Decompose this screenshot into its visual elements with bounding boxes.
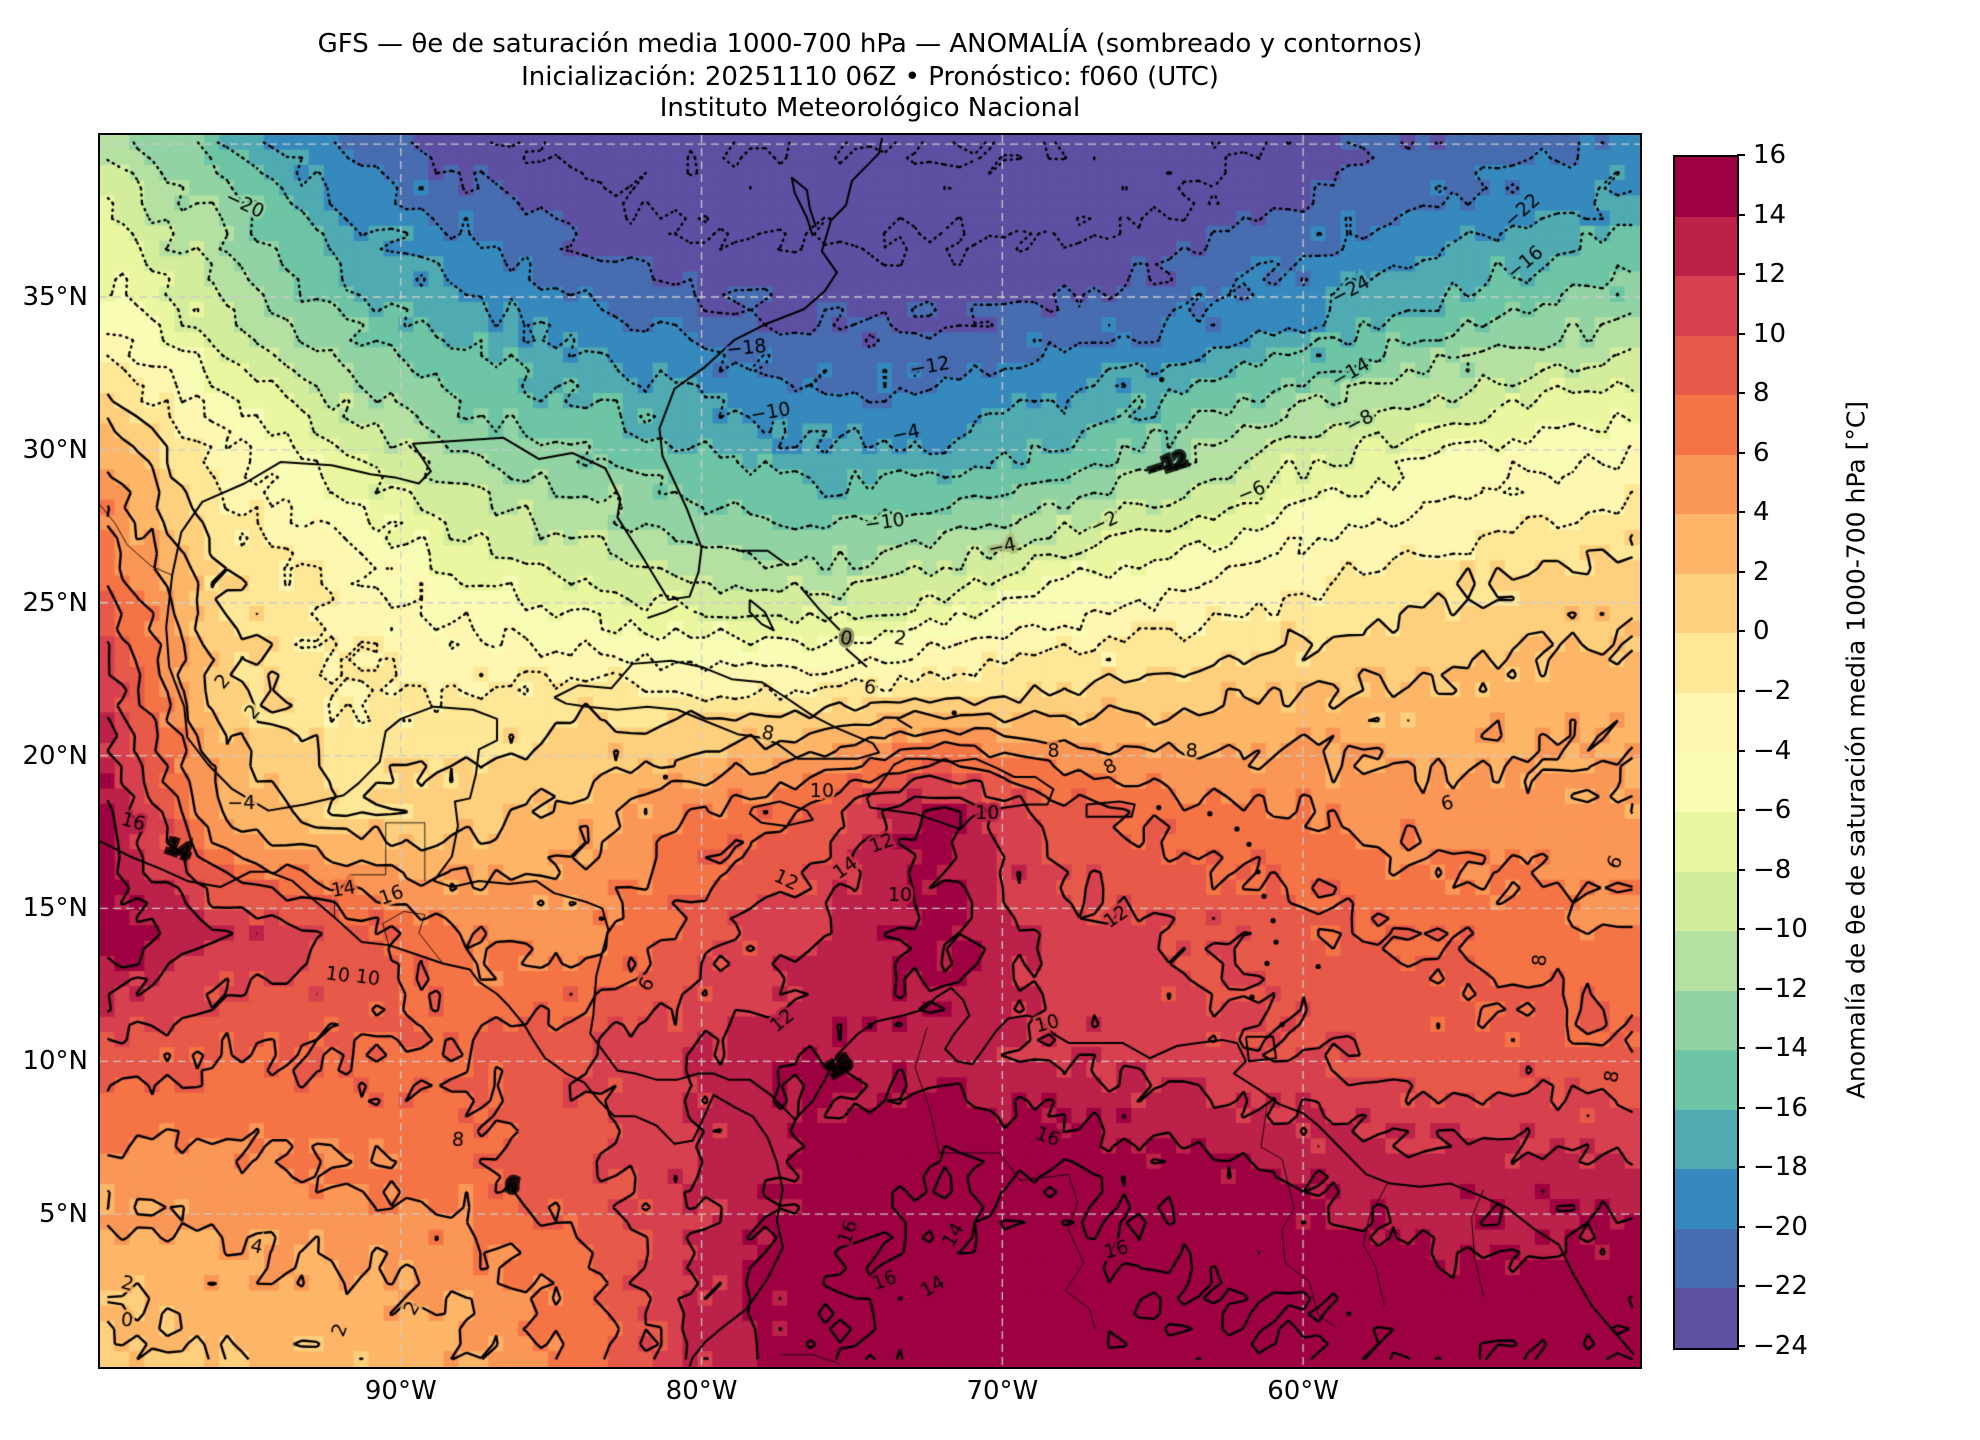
colorbar-tick-mark <box>1737 1106 1745 1109</box>
colorbar-tick-mark <box>1737 511 1745 514</box>
y-tick-label: 30°N <box>22 434 88 465</box>
y-tick-label: 20°N <box>22 740 88 771</box>
colorbar-tick-label: −24 <box>1753 1331 1808 1361</box>
y-tick-label: 15°N <box>22 893 88 924</box>
colorbar-segment <box>1675 1228 1737 1289</box>
colorbar-tick-label: −8 <box>1753 854 1792 885</box>
colorbar-label: Anomalía de θe de saturación media 1000-… <box>1841 400 1871 1100</box>
colorbar-segment <box>1675 633 1737 693</box>
colorbar-tick-mark <box>1737 154 1745 156</box>
colorbar-segment <box>1675 276 1737 336</box>
colorbar-tick-label: −18 <box>1753 1152 1808 1183</box>
colorbar-tick-mark <box>1737 1166 1745 1169</box>
colorbar-tick-label: −16 <box>1753 1092 1808 1123</box>
colorbar-tick-mark <box>1737 1345 1745 1347</box>
colorbar-tick-mark <box>1737 928 1745 931</box>
colorbar-segment <box>1675 1109 1737 1170</box>
colorbar-segment <box>1675 395 1737 455</box>
colorbar-tick-mark <box>1737 570 1745 573</box>
colorbar-tick-label: −10 <box>1753 914 1808 945</box>
x-tick-label: 60°W <box>1267 1376 1340 1406</box>
colorbar-tick-label: −20 <box>1753 1211 1808 1242</box>
colorbar-tick-label: −2 <box>1753 675 1792 706</box>
colorbar-tick-mark <box>1737 1285 1745 1288</box>
chart-title: GFS — θe de saturación media 1000-700 hP… <box>317 29 1423 59</box>
colorbar-segment <box>1675 454 1737 515</box>
y-tick-label: 35°N <box>22 282 88 313</box>
colorbar <box>1673 155 1739 1350</box>
colorbar-tick-label: 4 <box>1753 497 1770 528</box>
x-tick-label: 80°W <box>665 1376 738 1406</box>
colorbar-segment <box>1675 812 1737 872</box>
colorbar-tick-mark <box>1737 689 1745 692</box>
colorbar-tick-label: −6 <box>1753 795 1792 826</box>
map-plot <box>98 133 1642 1369</box>
colorbar-tick-label: −22 <box>1753 1271 1808 1302</box>
colorbar-segment <box>1675 871 1737 932</box>
colorbar-segment <box>1675 931 1737 991</box>
colorbar-tick-label: 12 <box>1753 259 1787 290</box>
colorbar-tick-label: −4 <box>1753 735 1792 766</box>
colorbar-tick-label: 16 <box>1753 140 1787 170</box>
colorbar-segment <box>1675 692 1737 753</box>
colorbar-tick-label: 0 <box>1753 616 1770 647</box>
colorbar-segment <box>1675 990 1737 1051</box>
map-canvas <box>100 135 1640 1367</box>
x-tick-label: 70°W <box>966 1376 1039 1406</box>
colorbar-tick-mark <box>1737 809 1745 812</box>
colorbar-segment <box>1675 1169 1737 1229</box>
colorbar-tick-label: 14 <box>1753 199 1787 230</box>
colorbar-tick-label: 8 <box>1753 378 1770 409</box>
colorbar-tick-label: 10 <box>1753 318 1787 349</box>
colorbar-segment <box>1675 1050 1737 1110</box>
y-tick-label: 25°N <box>22 587 88 618</box>
colorbar-segment <box>1675 514 1737 574</box>
colorbar-tick-mark <box>1737 273 1745 276</box>
colorbar-tick-label: 2 <box>1753 556 1770 587</box>
colorbar-segment <box>1675 157 1737 217</box>
colorbar-segment <box>1675 573 1737 634</box>
colorbar-tick-mark <box>1737 332 1745 335</box>
colorbar-tick-mark <box>1737 1225 1745 1228</box>
y-tick-label: 5°N <box>39 1199 88 1230</box>
x-tick-label: 90°W <box>364 1376 437 1406</box>
colorbar-tick-label: −14 <box>1753 1033 1808 1064</box>
colorbar-tick-mark <box>1737 630 1745 633</box>
colorbar-segment <box>1675 335 1737 396</box>
colorbar-tick-mark <box>1737 987 1745 990</box>
colorbar-tick-mark <box>1737 392 1745 395</box>
colorbar-tick-mark <box>1737 213 1745 216</box>
colorbar-tick-label: −12 <box>1753 973 1808 1004</box>
colorbar-tick-mark <box>1737 749 1745 752</box>
colorbar-tick-mark <box>1737 868 1745 871</box>
y-tick-label: 10°N <box>22 1046 88 1077</box>
colorbar-segment <box>1675 216 1737 277</box>
chart-subtitle: Inicialización: 20251110 06Z • Pronóstic… <box>521 62 1219 92</box>
colorbar-tick-mark <box>1737 451 1745 454</box>
colorbar-tick-label: 6 <box>1753 437 1770 468</box>
colorbar-tick-mark <box>1737 1047 1745 1050</box>
colorbar-segment <box>1675 752 1737 813</box>
colorbar-segment <box>1675 1288 1737 1348</box>
chart-institution: Instituto Meteorológico Nacional <box>659 93 1081 123</box>
